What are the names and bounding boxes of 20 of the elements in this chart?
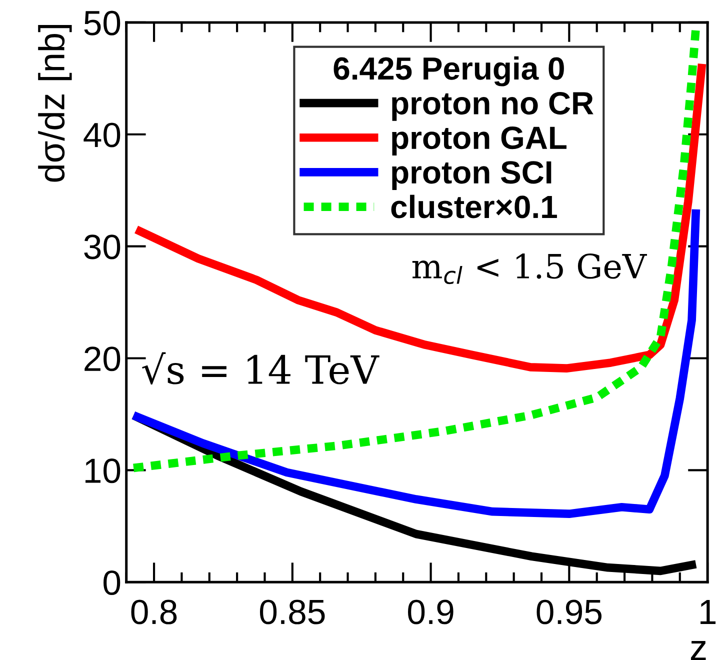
y-tick-label: 0	[104, 570, 120, 596]
legend-label: proton GAL	[392, 126, 566, 156]
legend-label: proton no CR	[392, 92, 594, 121]
annotation: √s = 14 TeV	[142, 352, 380, 385]
x-tick-label: 0.9	[408, 600, 454, 624]
x-tick-label: 0.8	[131, 600, 177, 624]
x-tick-label: 0.85	[260, 600, 325, 624]
x-tick-label: 1	[700, 600, 716, 624]
y-tick-label: 40	[84, 122, 120, 148]
y-tick-label: 20	[84, 346, 120, 372]
y-tick-label: 30	[84, 234, 120, 260]
y-tick-label: 10	[86, 458, 120, 484]
y-axis-title: dσ/dz [nb]	[38, 25, 72, 182]
legend-title: 6.425 Perugia 0	[334, 56, 564, 86]
annotation: m$_{cl}$ < 1.5 GeV	[412, 254, 647, 284]
x-tick-label: 0.95	[536, 600, 602, 624]
legend-label: proton SCI	[392, 161, 552, 190]
y-tick-label: 50	[84, 10, 120, 36]
legend-label: cluster×0.1	[391, 194, 557, 218]
x-axis-title: z	[690, 641, 706, 660]
